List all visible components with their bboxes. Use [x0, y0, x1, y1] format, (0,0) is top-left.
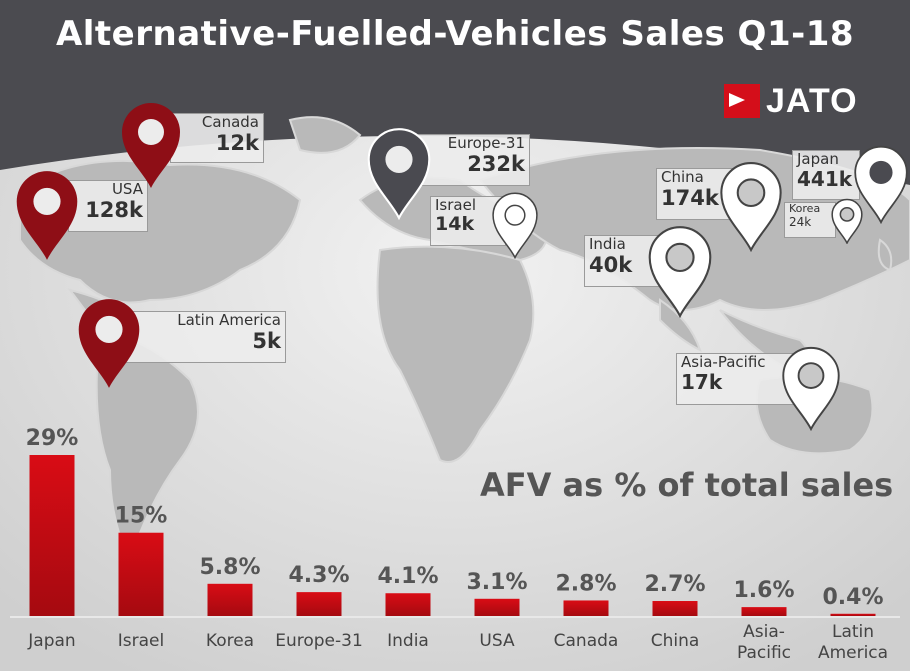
jato-logo-text: JATO: [766, 81, 858, 120]
data-label: 2.8%: [555, 571, 616, 596]
data-label: 3.1%: [466, 570, 527, 595]
bar-china: [652, 601, 698, 616]
bar-korea: [207, 583, 253, 616]
bar-canada: [563, 600, 609, 616]
label-usa: USA 128k: [68, 180, 148, 232]
category-label: America: [818, 643, 888, 663]
category-label: Europe-31: [275, 631, 363, 651]
label-china: China 174k: [656, 168, 734, 220]
label-europe-31: Europe-31 232k: [418, 134, 530, 186]
category-label: Japan: [27, 631, 75, 651]
map-pin-usa-icon: [16, 171, 78, 260]
label-korea: Korea 24k: [784, 202, 836, 238]
map-pin-india-icon: [648, 226, 712, 318]
bar-israel: [118, 532, 164, 616]
map-pin-korea-icon: [831, 198, 863, 244]
category-label: Latin: [832, 622, 874, 642]
label-india: India 40k: [584, 235, 660, 287]
data-label: 1.6%: [733, 578, 794, 603]
map-pin-latin-america-icon: [78, 299, 140, 388]
map-pin-israel-icon: [492, 192, 538, 259]
label-japan: Japan 441k: [792, 150, 860, 200]
page-title: Alternative-Fuelled-Vehicles Sales Q1-18: [55, 14, 855, 54]
category-label: Asia-: [743, 622, 785, 642]
jato-logo-mark-icon: [724, 84, 760, 118]
data-label: 2.7%: [644, 572, 705, 597]
map-pin-canada-icon: [122, 103, 180, 188]
bar-usa: [474, 598, 520, 616]
data-label: 4.1%: [377, 564, 438, 589]
category-label: Israel: [118, 631, 164, 651]
data-label: 0.4%: [822, 585, 883, 610]
category-label: Pacific: [737, 643, 791, 663]
data-label: 29%: [26, 426, 79, 451]
category-label: USA: [479, 631, 515, 651]
bar-asia-pacific: [741, 607, 787, 616]
map-pin-europe-31-icon: [367, 128, 431, 220]
bar-latin-america: [830, 613, 876, 616]
chart-title: AFV as % of total sales: [480, 466, 894, 504]
jato-logo: JATO: [724, 81, 858, 120]
label-latin-america: Latin America 5k: [118, 311, 286, 363]
data-label: 5.8%: [199, 555, 260, 580]
category-label: China: [651, 631, 700, 651]
category-label: India: [387, 631, 429, 651]
category-label: Canada: [554, 631, 619, 651]
map-pin-asia-pacific-icon: [782, 346, 840, 431]
data-label: 4.3%: [288, 563, 349, 588]
map-pin-china-icon: [720, 162, 782, 252]
bar-europe-31: [296, 592, 342, 616]
bar-india: [385, 593, 431, 616]
map-pin-japan-icon: [854, 145, 908, 224]
category-label: Korea: [206, 631, 254, 651]
bar-japan: [29, 455, 75, 616]
data-label: 15%: [115, 504, 168, 529]
